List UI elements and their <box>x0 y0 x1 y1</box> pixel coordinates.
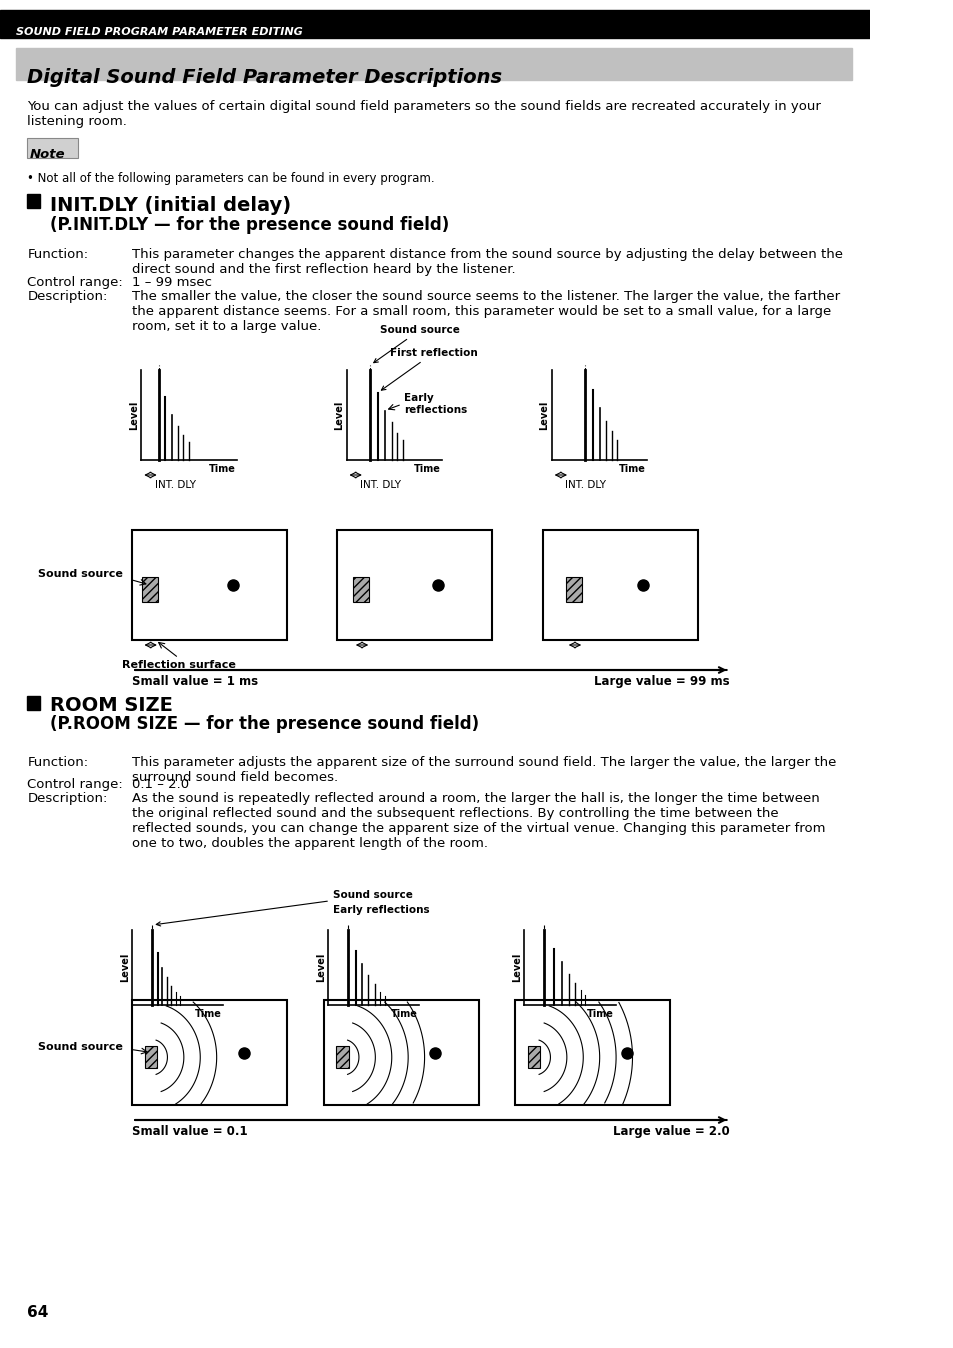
Text: Description:: Description: <box>28 290 108 303</box>
Bar <box>132 530 287 640</box>
Bar <box>141 577 158 601</box>
Text: Description:: Description: <box>28 793 108 805</box>
Text: Time: Time <box>391 1010 417 1019</box>
Text: Level: Level <box>512 953 521 983</box>
Text: Small value = 1 ms: Small value = 1 ms <box>132 675 258 687</box>
Bar <box>323 1000 478 1105</box>
Text: Early
reflections: Early reflections <box>403 394 467 415</box>
Text: Large value = 99 ms: Large value = 99 ms <box>594 675 729 687</box>
Text: Level: Level <box>538 400 549 430</box>
Bar <box>527 1046 539 1068</box>
Text: Time: Time <box>194 1010 221 1019</box>
Text: (P.INIT.DLY — for the presence sound field): (P.INIT.DLY — for the presence sound fie… <box>51 216 449 235</box>
Text: Control range:: Control range: <box>28 276 123 288</box>
Bar <box>353 577 369 601</box>
Text: Sound source: Sound source <box>156 890 413 926</box>
Text: This parameter changes the apparent distance from the sound source by adjusting : This parameter changes the apparent dist… <box>132 248 842 276</box>
Text: Control range:: Control range: <box>28 778 123 791</box>
Text: Function:: Function: <box>28 756 89 768</box>
Text: Small value = 0.1: Small value = 0.1 <box>132 1126 248 1138</box>
Bar <box>28 137 77 158</box>
Bar <box>16 49 851 80</box>
Text: Reflection surface: Reflection surface <box>122 661 235 670</box>
Text: Level: Level <box>120 953 130 983</box>
Bar <box>132 1000 287 1105</box>
Text: • Not all of the following parameters can be found in every program.: • Not all of the following parameters ca… <box>28 173 435 185</box>
Text: INT. DLY: INT. DLY <box>360 480 401 491</box>
Text: INIT.DLY (initial delay): INIT.DLY (initial delay) <box>51 195 291 214</box>
Text: Note: Note <box>30 148 66 160</box>
Text: As the sound is repeatedly reflected around a room, the larger the hall is, the : As the sound is repeatedly reflected aro… <box>132 793 825 851</box>
Bar <box>565 577 581 601</box>
Text: Time: Time <box>414 464 440 474</box>
Bar <box>515 1000 670 1105</box>
Text: (P.ROOM SIZE — for the presence sound field): (P.ROOM SIZE — for the presence sound fi… <box>51 714 478 733</box>
Text: ROOM SIZE: ROOM SIZE <box>51 696 172 714</box>
Text: Large value = 2.0: Large value = 2.0 <box>612 1126 729 1138</box>
Text: This parameter adjusts the apparent size of the surround sound field. The larger: This parameter adjusts the apparent size… <box>132 756 836 785</box>
Text: Digital Sound Field Parameter Descriptions: Digital Sound Field Parameter Descriptio… <box>28 67 502 88</box>
Text: Time: Time <box>208 464 235 474</box>
Text: Level: Level <box>315 953 326 983</box>
Text: The smaller the value, the closer the sound source seems to the listener. The la: The smaller the value, the closer the so… <box>132 290 840 333</box>
Text: Function:: Function: <box>28 248 89 262</box>
Bar <box>542 530 697 640</box>
Text: SOUND FIELD PROGRAM PARAMETER EDITING: SOUND FIELD PROGRAM PARAMETER EDITING <box>16 27 303 36</box>
Bar <box>335 1046 349 1068</box>
Text: 1 – 99 msec: 1 – 99 msec <box>132 276 212 288</box>
Text: You can adjust the values of certain digital sound field parameters so the sound: You can adjust the values of certain dig… <box>28 100 821 128</box>
Text: Sound source: Sound source <box>38 1042 123 1053</box>
Text: Sound source: Sound source <box>38 569 123 580</box>
Text: Time: Time <box>586 1010 613 1019</box>
Text: Level: Level <box>334 400 344 430</box>
Text: First reflection: First reflection <box>381 348 476 390</box>
Bar <box>0 9 869 38</box>
Text: 0.1 – 2.0: 0.1 – 2.0 <box>132 778 189 791</box>
Text: Level: Level <box>129 400 139 430</box>
Text: Sound source: Sound source <box>374 325 459 363</box>
Bar <box>145 1046 157 1068</box>
Bar <box>28 194 40 208</box>
Text: INT. DLY: INT. DLY <box>155 480 195 491</box>
Bar <box>337 530 492 640</box>
Text: Early reflections: Early reflections <box>333 905 429 915</box>
Text: 64: 64 <box>28 1305 49 1320</box>
Text: Time: Time <box>618 464 645 474</box>
Bar <box>28 696 40 710</box>
Text: INT. DLY: INT. DLY <box>565 480 606 491</box>
